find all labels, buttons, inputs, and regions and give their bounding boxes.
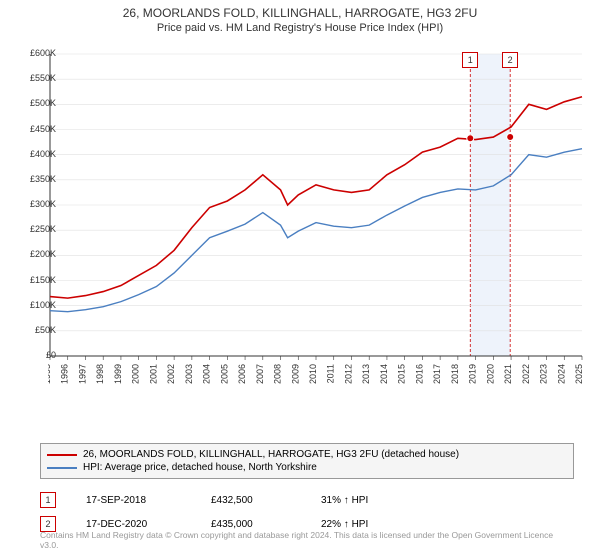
legend-row-hpi: HPI: Average price, detached house, Nort… <box>47 461 567 474</box>
y-axis-label: £450K <box>12 124 56 134</box>
y-axis-label: £250K <box>12 224 56 234</box>
chart-marker-badge: 2 <box>502 52 518 68</box>
svg-text:2017: 2017 <box>432 364 442 384</box>
svg-text:2020: 2020 <box>485 364 495 384</box>
svg-text:2001: 2001 <box>148 364 158 384</box>
svg-text:2002: 2002 <box>166 364 176 384</box>
svg-text:2005: 2005 <box>219 364 229 384</box>
svg-text:2023: 2023 <box>539 364 549 384</box>
y-axis-label: £50K <box>12 325 56 335</box>
event-pct: 31% ↑ HPI <box>321 495 411 506</box>
svg-text:2004: 2004 <box>202 364 212 384</box>
chart-container: 26, MOORLANDS FOLD, KILLINGHALL, HARROGA… <box>0 0 600 560</box>
y-axis-label: £100K <box>12 300 56 310</box>
line-chart: 1995 1996 1997 1998 1999 2000 2001 2002 2003 2004… <box>48 48 588 398</box>
y-axis-label: £500K <box>12 98 56 108</box>
svg-text:2006: 2006 <box>237 364 247 384</box>
title-address: 26, MOORLANDS FOLD, KILLINGHALL, HARROGA… <box>0 6 600 20</box>
svg-text:2021: 2021 <box>503 364 513 384</box>
y-axis-label: £400K <box>12 149 56 159</box>
svg-text:2009: 2009 <box>290 364 300 384</box>
y-axis-label: £150K <box>12 275 56 285</box>
title-subtitle: Price paid vs. HM Land Registry's House … <box>0 22 600 34</box>
legend-swatch-price <box>47 454 77 456</box>
event-row: 1 17-SEP-2018 £432,500 31% ↑ HPI <box>40 488 560 512</box>
y-axis-label: £600K <box>12 48 56 58</box>
svg-text:1998: 1998 <box>95 364 105 384</box>
event-badge: 1 <box>40 492 56 508</box>
y-axis-label: £200K <box>12 249 56 259</box>
svg-text:2013: 2013 <box>361 364 371 384</box>
legend: 26, MOORLANDS FOLD, KILLINGHALL, HARROGA… <box>40 443 574 479</box>
title-block: 26, MOORLANDS FOLD, KILLINGHALL, HARROGA… <box>0 0 600 34</box>
event-pct: 22% ↑ HPI <box>321 519 411 530</box>
y-axis-label: £350K <box>12 174 56 184</box>
svg-text:2018: 2018 <box>450 364 460 384</box>
svg-text:2019: 2019 <box>468 364 478 384</box>
event-price: £432,500 <box>211 495 291 506</box>
svg-text:1999: 1999 <box>113 364 123 384</box>
event-date: 17-SEP-2018 <box>86 495 181 506</box>
svg-text:2016: 2016 <box>414 364 424 384</box>
svg-text:2007: 2007 <box>255 364 265 384</box>
y-axis-label: £300K <box>12 199 56 209</box>
y-axis-label: £550K <box>12 73 56 83</box>
svg-text:2022: 2022 <box>521 364 531 384</box>
svg-text:2000: 2000 <box>131 364 141 384</box>
svg-text:2012: 2012 <box>343 364 353 384</box>
legend-label-price: 26, MOORLANDS FOLD, KILLINGHALL, HARROGA… <box>83 449 459 460</box>
svg-text:1997: 1997 <box>77 364 87 384</box>
y-axis-label: £0 <box>12 350 56 360</box>
svg-text:2024: 2024 <box>556 364 566 384</box>
event-price: £435,000 <box>211 519 291 530</box>
svg-text:1996: 1996 <box>60 364 70 384</box>
legend-label-hpi: HPI: Average price, detached house, Nort… <box>83 462 317 473</box>
event-date: 17-DEC-2020 <box>86 519 181 530</box>
events-table: 117-SEP-2018£432,50031% ↑ HPI217-DEC-202… <box>40 488 560 536</box>
svg-text:2010: 2010 <box>308 364 318 384</box>
svg-text:2014: 2014 <box>379 364 389 384</box>
svg-text:2011: 2011 <box>326 364 336 383</box>
disclaimer-text: Contains HM Land Registry data © Crown c… <box>40 530 560 550</box>
svg-text:2003: 2003 <box>184 364 194 384</box>
svg-text:2025: 2025 <box>574 364 584 384</box>
legend-row-price: 26, MOORLANDS FOLD, KILLINGHALL, HARROGA… <box>47 448 567 461</box>
legend-swatch-hpi <box>47 467 77 469</box>
svg-text:2015: 2015 <box>397 364 407 384</box>
svg-text:2008: 2008 <box>273 364 283 384</box>
chart-marker-badge: 1 <box>462 52 478 68</box>
svg-text:1995: 1995 <box>48 364 52 384</box>
